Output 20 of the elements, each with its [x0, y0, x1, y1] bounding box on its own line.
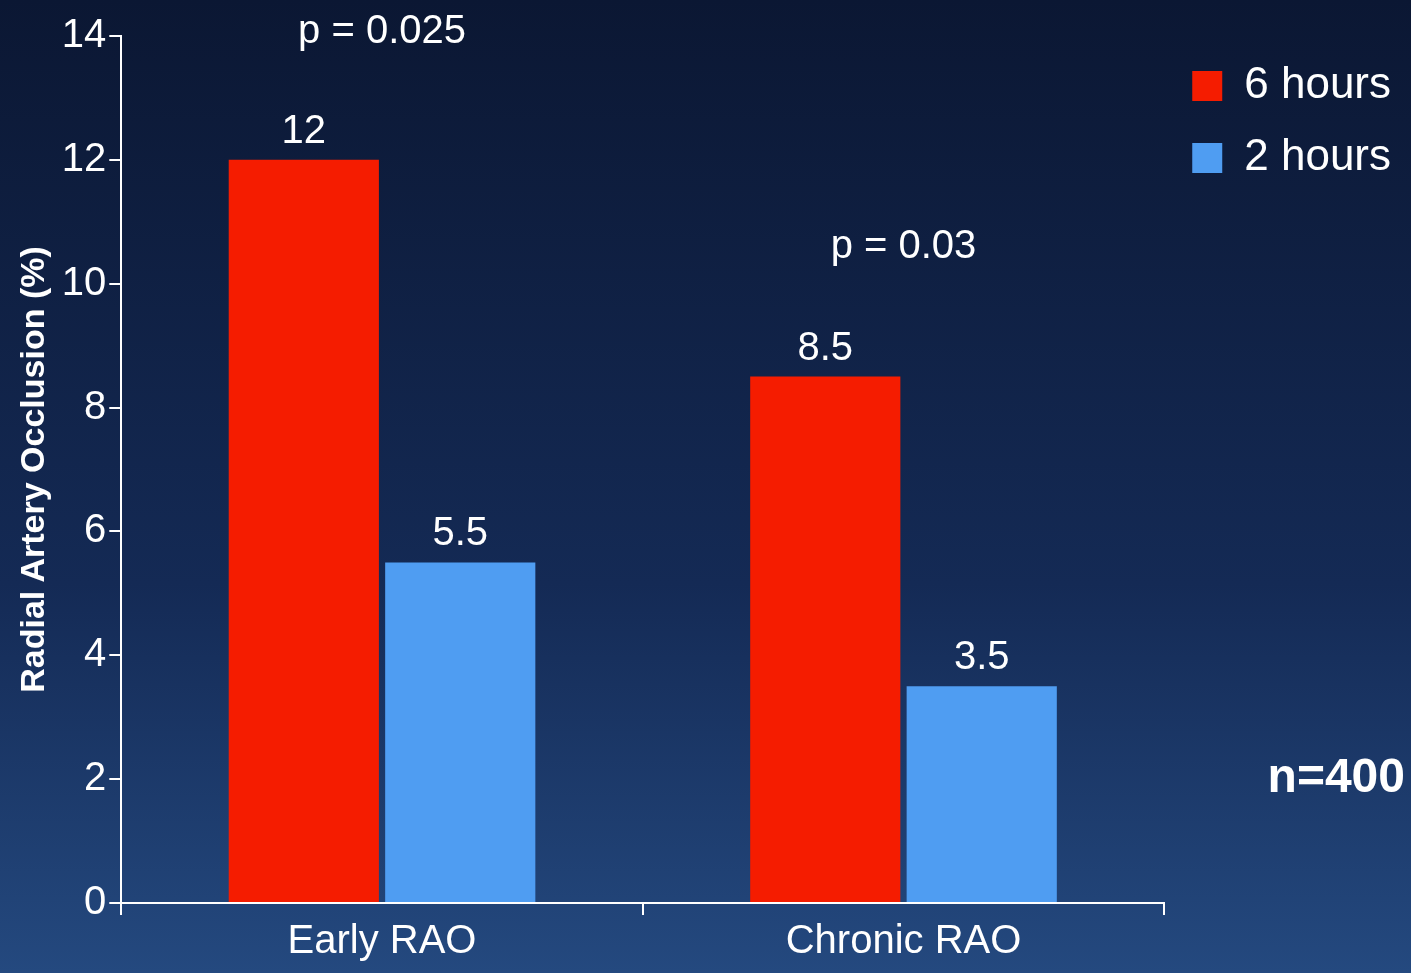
x-tick-label: Chronic RAO — [785, 917, 1022, 962]
x-tick-label: Early RAO — [287, 917, 477, 962]
legend-label: 2 hours — [1244, 130, 1392, 180]
y-tick-label: 4 — [84, 630, 107, 675]
annotation: p = 0.025 — [298, 7, 466, 52]
data-label: 12 — [281, 106, 327, 151]
data-label: 5.5 — [432, 509, 489, 554]
y-tick-label: 8 — [84, 382, 107, 427]
y-tick-label: 10 — [61, 258, 107, 303]
y-tick-label: 14 — [61, 11, 107, 56]
y-axis-title: Radial Artery Occlusion (%) — [12, 246, 51, 693]
y-tick-label: 6 — [84, 506, 107, 551]
y-tick-label: 2 — [84, 754, 107, 799]
y-tick-label: 12 — [61, 134, 107, 179]
annotation: p = 0.03 — [830, 221, 977, 266]
legend-label: 6 hours — [1244, 58, 1392, 108]
text: n=400 — [1267, 749, 1405, 803]
data-label: 8.5 — [797, 323, 854, 368]
y-tick-label: 0 — [84, 878, 107, 923]
data-label: 3.5 — [953, 633, 1010, 678]
